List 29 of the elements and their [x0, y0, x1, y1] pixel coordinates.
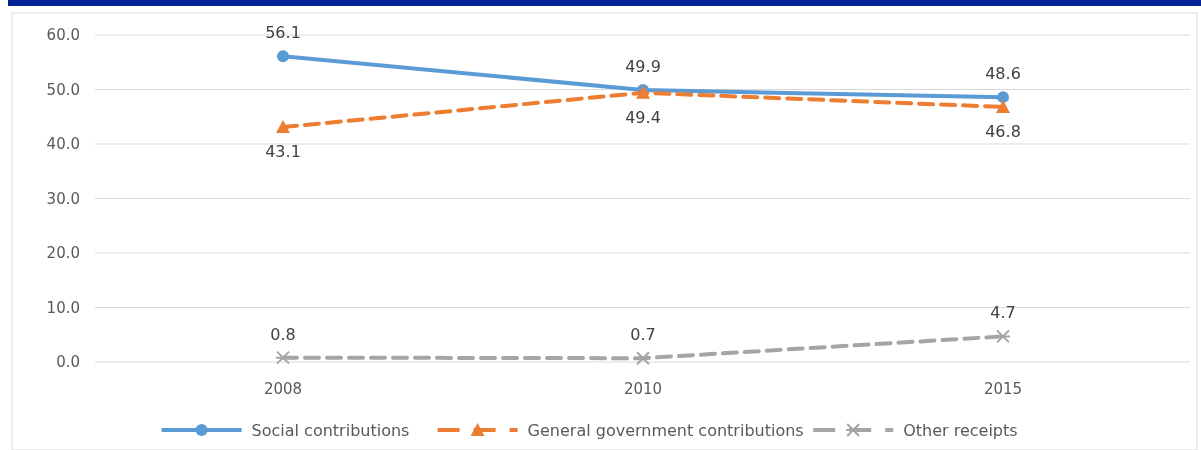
y-tick-label: 40.0 — [46, 135, 80, 153]
data-label: 46.8 — [985, 121, 1021, 141]
data-label: 49.4 — [625, 107, 661, 127]
point — [277, 50, 289, 63]
data-label: 0.8 — [270, 324, 296, 344]
y-tick-label: 20.0 — [46, 244, 80, 262]
data-label: 49.9 — [625, 57, 661, 77]
y-tick-label: 0.0 — [56, 353, 80, 371]
y-tick-label: 50.0 — [46, 80, 80, 99]
x-tick-label: 2008 — [263, 380, 303, 398]
data-label: 56.1 — [265, 23, 301, 43]
y-tick-label: 30.0 — [46, 189, 80, 208]
data-label: 48.6 — [985, 64, 1021, 84]
legend-label: Social contributions — [251, 421, 410, 440]
legend-label: Other receipts — [903, 421, 1018, 440]
point — [995, 329, 1011, 344]
data-label: 4.7 — [990, 303, 1016, 323]
y-tick-label: 60.0 — [46, 26, 80, 44]
data-label: 43.1 — [265, 142, 301, 162]
point — [996, 99, 1010, 113]
y-tick-label: 10.0 — [46, 298, 80, 317]
x-tick-label: 2010 — [623, 380, 663, 398]
legend-label: General government contributions — [527, 421, 804, 440]
point — [997, 91, 1009, 104]
x-tick-label: 2015 — [983, 380, 1023, 398]
data-label: 0.7 — [630, 325, 656, 345]
point — [275, 350, 291, 365]
point — [276, 120, 290, 134]
point — [635, 351, 651, 366]
